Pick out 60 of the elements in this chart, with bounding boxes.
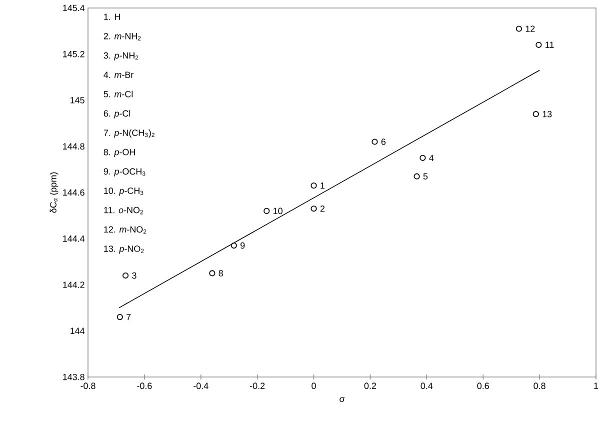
y-tick-label: 144.4 [63,236,85,242]
point [209,270,216,276]
annotation: 12 [526,26,535,32]
annotation: 5. m-Cl [104,90,133,98]
x-tick-label: -0.2 [250,382,265,390]
annotation: 13. p-NO$_{2}$ [104,246,144,254]
y-tick-label: 143.8 [63,374,84,380]
annotation: 6 [381,138,386,145]
annotation: 2 [320,206,325,212]
annotation: 7 [126,314,131,320]
point [516,26,522,32]
point [116,314,123,320]
point [372,138,378,145]
annotation: 13 [542,110,552,118]
annotation: 12. m-NO$_{2}$ [104,226,146,234]
x-tick-label: 1 [594,382,598,389]
point [532,111,539,118]
annotation: 3. p-NH$_{2}$ [104,52,138,60]
annotation: 8 [218,270,223,276]
y-tick-label: 145 [70,97,84,104]
point [310,182,317,189]
annotation: 7. p-N(CH$_{3}$)$_{2}$ [104,129,154,138]
point [310,206,317,212]
annotation: 10 [274,208,282,214]
annotation: 3 [132,272,136,279]
x-tick-label: -0.4 [194,382,208,390]
annotation: 1. H [104,14,120,20]
x-tick-label: 0.6 [477,382,489,390]
x-tick-label: -0.8 [80,382,96,390]
annotation: 5 [423,173,428,180]
y-tick-label: 144.8 [63,143,84,150]
x-tick-label: 0 [312,382,316,390]
annotation: 11. o-NO$_{2}$ [104,206,144,214]
point [122,272,129,279]
x-tick-label: 0.8 [534,382,546,390]
annotation: 6. p-Cl [104,110,130,118]
y-tick-label: 145.4 [63,4,85,12]
annotation: 9. p-OCH$_{3}$ [104,168,146,176]
x-axis-title: σ [340,397,345,402]
annotation: 10. p-CH$_{3}$ [104,188,144,196]
x-tick-label: -0.6 [137,382,152,390]
point [414,173,420,180]
y-tick-label: 144.2 [63,282,84,288]
point [264,208,270,214]
y-axis-title: δC$_{α}$ (ppm) [50,172,58,213]
y-tick-label: 144.6 [63,189,84,196]
annotation: 4 [429,154,434,161]
point [420,154,426,161]
x-tick-label: 0.2 [364,382,376,390]
annotation: 1 [320,182,325,189]
y-tick-label: 145.2 [63,50,84,58]
annotation: 4. m-Br [104,72,134,78]
x-tick-label: 0.4 [420,382,433,390]
point [536,42,542,48]
annotation: 8. p-OH [104,148,135,158]
annotation: 11 [546,42,554,48]
y-tick-label: 144 [70,328,85,334]
annotation: 9 [240,242,245,249]
annotation: 2. m-NH$_{2}$ [104,32,141,40]
point [230,242,237,249]
